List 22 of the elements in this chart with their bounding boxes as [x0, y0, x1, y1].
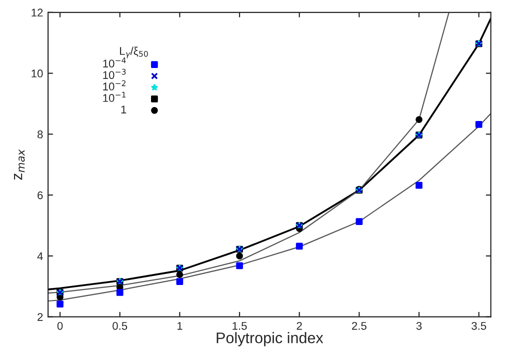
y-tick-label: 8 — [38, 130, 43, 138]
x-tick-label: 3 — [416, 322, 422, 330]
y-tick-label: 10 — [32, 70, 43, 78]
x-tick-label: 1 — [177, 322, 182, 330]
x-tick-label: 2.5 — [352, 322, 366, 330]
legend-label: 10$^{−3}$ — [103, 68, 126, 79]
legend-label: 10$^{−2}$ — [103, 80, 126, 90]
legend-label: 10$^{−4}$ — [103, 57, 126, 68]
x-tick-label: 0 — [57, 322, 63, 330]
y-tick-label: 12 — [32, 8, 43, 16]
legend-label: 10$^{−1}$ — [103, 92, 126, 102]
legend-label: 1 — [121, 106, 126, 114]
x-tick-label: 3.5 — [472, 322, 486, 330]
y-tick-label: 2 — [38, 313, 43, 321]
x-tick-label: 0.5 — [112, 322, 128, 330]
x-axis-title: Polytropic index — [216, 332, 324, 346]
legend-title: L$_{γ}$/ξ$_{50}$ — [120, 46, 148, 58]
y-tick-label: 6 — [38, 191, 43, 200]
y-tick-label: 4 — [37, 252, 43, 260]
x-tick-label: 2 — [296, 322, 302, 330]
y-axis-title: z$_{max}$ — [14, 149, 25, 180]
x-tick-label: 1.5 — [232, 322, 247, 330]
